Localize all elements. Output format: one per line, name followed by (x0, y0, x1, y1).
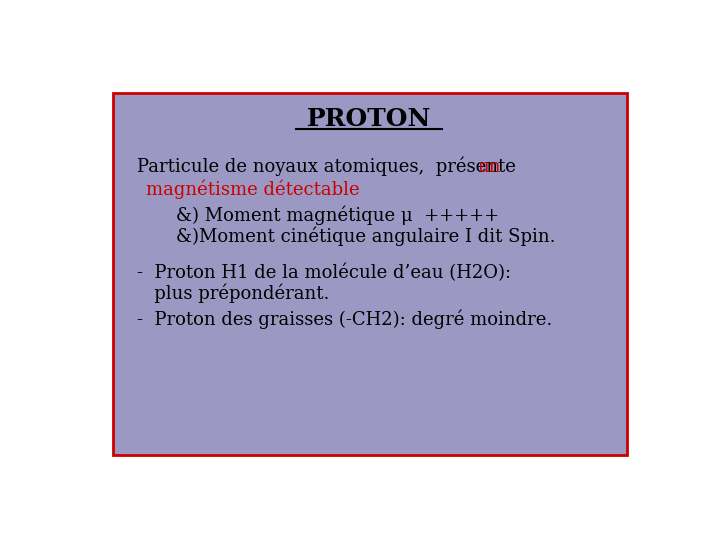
Text: -  Proton des graisses (-CH2): degré moindre.: - Proton des graisses (-CH2): degré moin… (138, 309, 553, 329)
Text: &) Moment magnétique μ  +++++: &) Moment magnétique μ +++++ (176, 206, 500, 225)
Text: un: un (477, 158, 500, 176)
Text: &)Moment cinétique angulaire I dit Spin.: &)Moment cinétique angulaire I dit Spin. (176, 226, 556, 246)
Text: PROTON: PROTON (307, 107, 431, 131)
FancyBboxPatch shape (114, 93, 627, 455)
Text: magnétisme détectable: magnétisme détectable (145, 180, 359, 199)
Text: -  Proton H1 de la molécule d’eau (H2O):: - Proton H1 de la molécule d’eau (H2O): (138, 264, 511, 282)
Text: plus prépondérant.: plus prépondérant. (138, 284, 330, 303)
Text: Particule de noyaux atomiques,  présente: Particule de noyaux atomiques, présente (138, 157, 522, 177)
